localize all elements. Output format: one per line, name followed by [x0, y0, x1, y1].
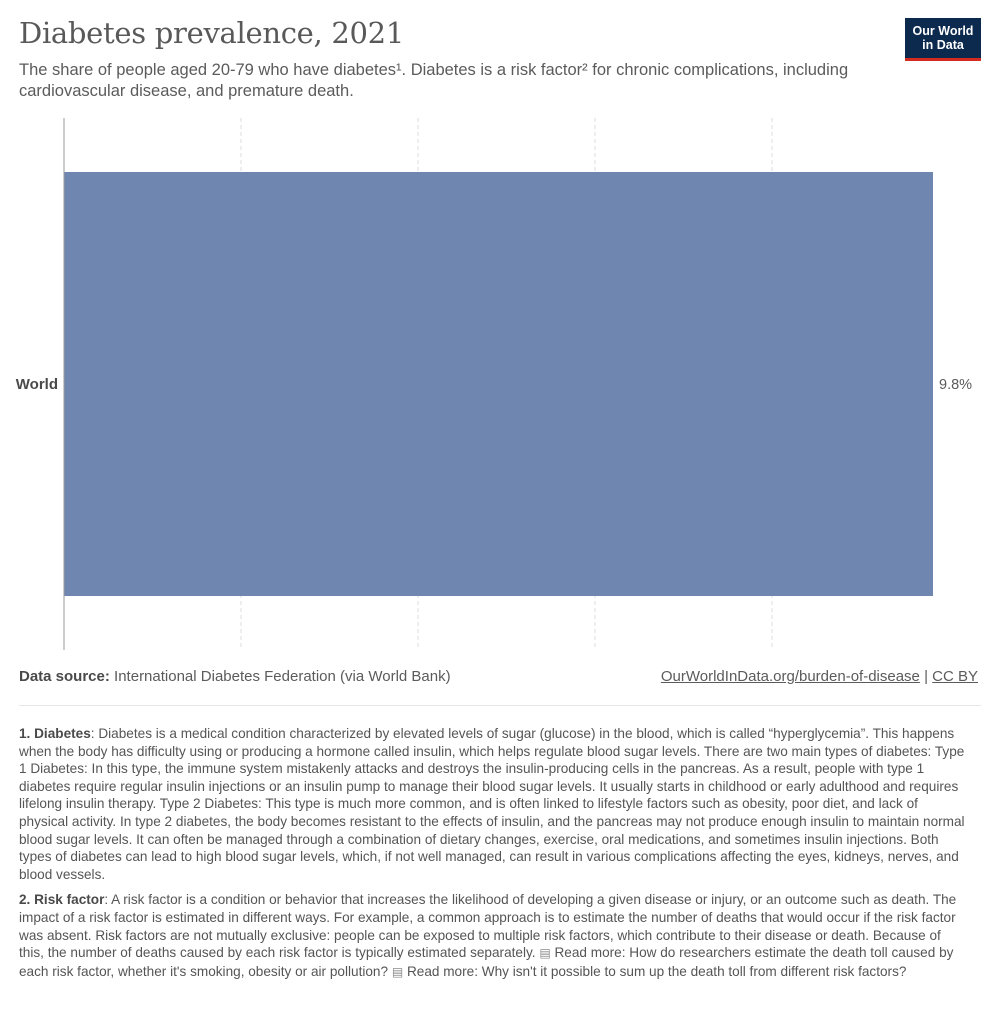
- document-icon: ▤: [539, 946, 551, 961]
- source-text: International Diabetes Federation (via W…: [114, 668, 451, 685]
- chart-subtitle: The share of people aged 20-79 who have …: [19, 61, 849, 100]
- divider: [19, 705, 981, 706]
- license-link[interactable]: CC BY: [932, 668, 978, 685]
- value-label: 9.8%: [939, 377, 972, 393]
- read-more-link-1[interactable]: Read more: How do researchers estimate t…: [19, 945, 954, 979]
- footnote-label: 1. Diabetes: [19, 726, 91, 741]
- footnotes: 1. Diabetes: Diabetes is a medical condi…: [19, 725, 969, 989]
- document-icon: ▤: [391, 964, 404, 979]
- owid-logo[interactable]: Our World in Data: [905, 18, 981, 61]
- source-link[interactable]: OurWorldInData.org/burden-of-disease: [660, 668, 920, 685]
- source-label: Data source:: [19, 668, 110, 685]
- footer-links: OurWorldInData.org/burden-of-disease | C…: [661, 668, 978, 685]
- link-separator: |: [924, 668, 928, 685]
- read-more-link-2[interactable]: Read more: Why isn't it possible to sum …: [406, 963, 907, 979]
- bar-chart: World 9.8%: [16, 118, 972, 650]
- footnote-label: 2. Risk factor: [19, 892, 105, 908]
- logo-line-2: in Data: [922, 38, 964, 52]
- logo-line-1: Our World: [912, 24, 974, 38]
- footnote-text: : A risk factor is a condition or behavi…: [19, 892, 957, 961]
- data-source: Data source: International Diabetes Fede…: [19, 668, 451, 685]
- footnote-diabetes: 1. Diabetes: Diabetes is a medical condi…: [19, 725, 969, 883]
- bar: [64, 172, 933, 596]
- chart-title: Diabetes prevalence, 2021: [19, 16, 404, 50]
- category-label: World: [16, 376, 58, 393]
- footnote-text: : Diabetes is a medical condition charac…: [19, 726, 965, 882]
- footnote-risk-factor: 2. Risk factor: A risk factor is a condi…: [19, 891, 969, 981]
